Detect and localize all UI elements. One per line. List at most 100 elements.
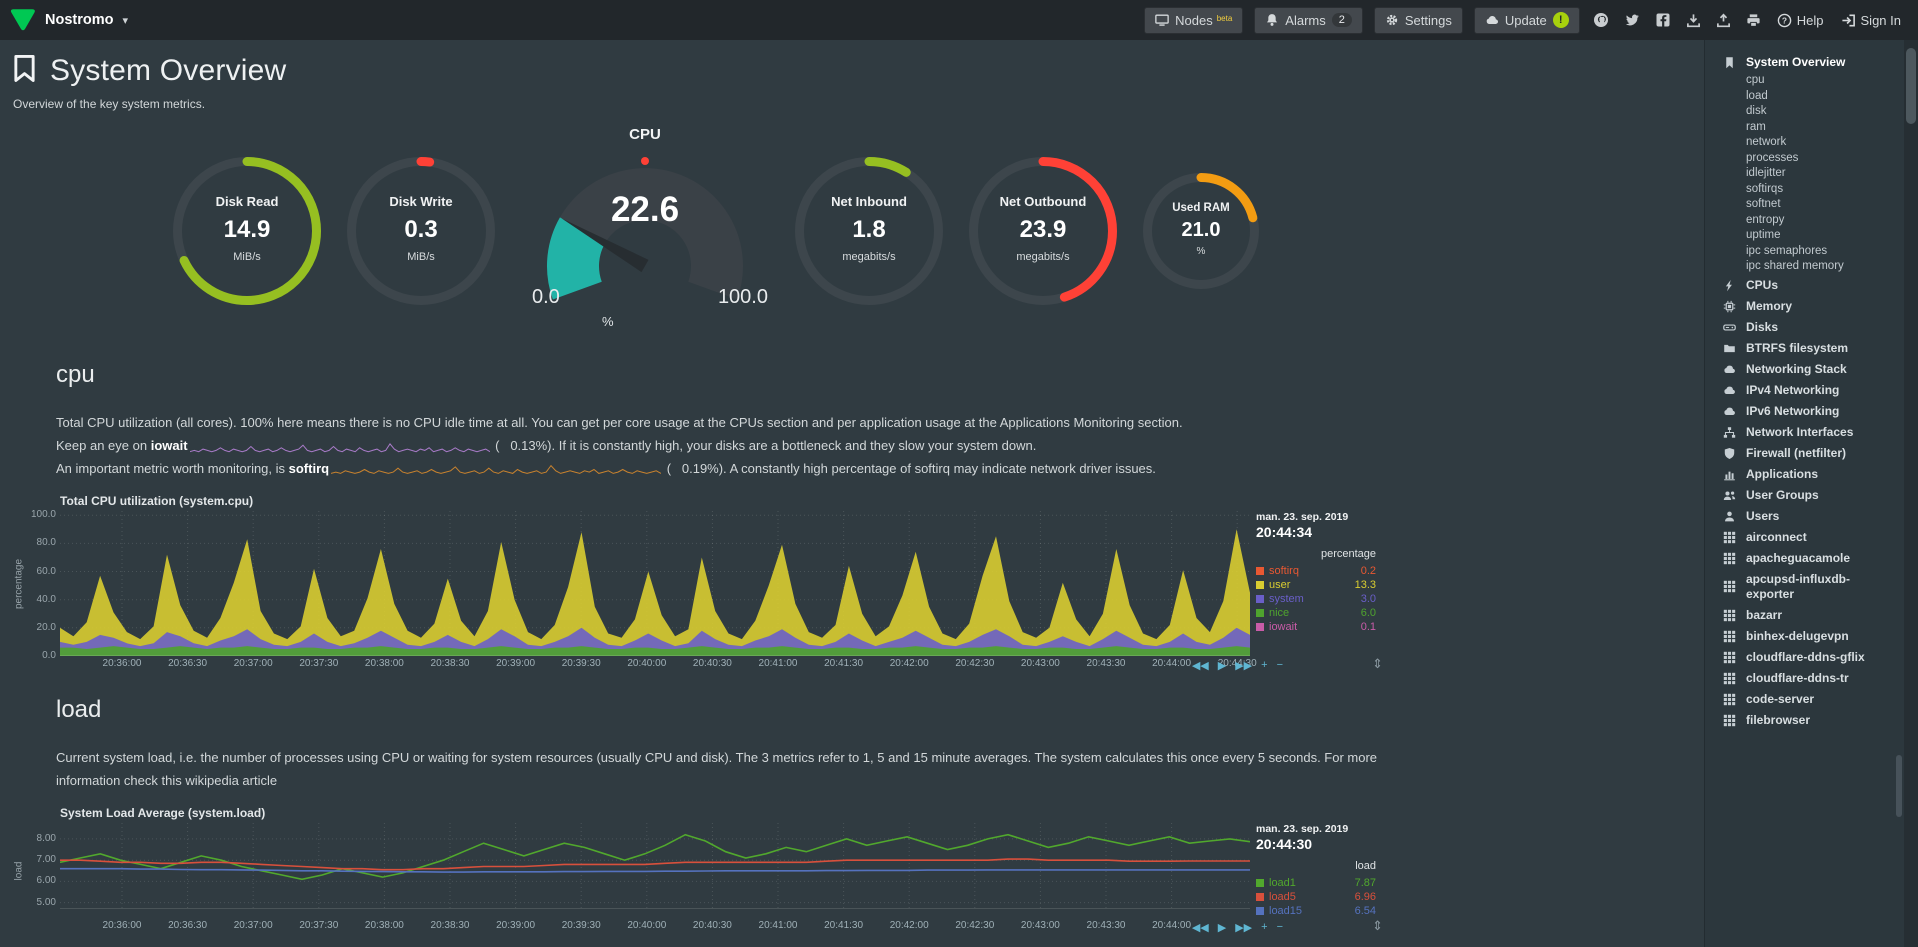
sidebar-item-bazarr[interactable]: bazarr [1705, 605, 1904, 626]
legend-item-load5[interactable]: load5 6.96 [1256, 890, 1376, 904]
zoom-in-button[interactable]: + [1261, 659, 1268, 671]
sidebar-item-networking-stack[interactable]: Networking Stack [1705, 359, 1904, 380]
upload-icon[interactable] [1714, 12, 1733, 28]
x-tick-label: 20:42:30 [955, 920, 995, 931]
help-button[interactable]: ? Help [1774, 13, 1827, 28]
legend-item-softirq[interactable]: softirq 0.2 [1256, 564, 1376, 578]
sidebar-subitem-network[interactable]: network [1746, 136, 1787, 148]
sidebar-subitem-load[interactable]: load [1746, 89, 1768, 102]
sidebar-item-applications[interactable]: Applications [1705, 464, 1904, 485]
node-selector[interactable]: Nostromo ▾ [10, 7, 128, 33]
sidebar-subitem-ipc-semaphores[interactable]: ipc semaphores [1746, 244, 1828, 257]
sidebar-item-memory[interactable]: Memory [1705, 296, 1904, 317]
legend-item-nice[interactable]: nice 6.0 [1256, 606, 1376, 620]
sidebar-item-user-groups[interactable]: User Groups [1705, 485, 1904, 506]
pan-backward-button[interactable]: ◀◀ [1191, 660, 1209, 672]
sidebar-item-disks[interactable]: Disks [1705, 317, 1904, 338]
sidebar-item-apcupsd-influxdb-exporter[interactable]: apcupsd-influxdb-exporter [1705, 569, 1904, 605]
sidebar-item-code-server[interactable]: code-server [1705, 689, 1904, 710]
sidebar-subitem-uptime[interactable]: uptime [1746, 229, 1781, 241]
resize-handle[interactable]: ⇕ [1372, 918, 1383, 933]
window-scrollbar[interactable] [1904, 40, 1918, 947]
sidebar-item-label: BTRFS filesystem [1746, 340, 1849, 355]
y-tick-label: 8.00 [36, 832, 56, 844]
alarms-button[interactable]: Alarms 2 [1254, 6, 1363, 34]
sidebar-item-system-overview[interactable]: System Overview [1705, 52, 1904, 73]
resize-handle[interactable]: ⇕ [1372, 656, 1383, 671]
sidebar-subitem-cpu[interactable]: cpu [1746, 74, 1765, 86]
sidebar-subitem-ram[interactable]: ram [1746, 120, 1766, 133]
facebook-icon[interactable] [1653, 12, 1673, 28]
x-tick-label: 20:44:00 [1152, 920, 1192, 931]
sidebar-item-airconnect[interactable]: airconnect [1705, 527, 1904, 548]
zoom-out-button[interactable]: − [1276, 921, 1283, 933]
gauge-disk-write[interactable]: Disk Write 0.3 MiB/s [346, 156, 496, 306]
sidebar-item-btrfs-filesystem[interactable]: BTRFS filesystem [1705, 338, 1904, 359]
gauge-max: 100.0 [717, 286, 768, 308]
window-scrollbar-thumb[interactable] [1906, 48, 1916, 124]
wikipedia-link[interactable]: wikipedia article [185, 773, 278, 788]
sidebar-item-cloudflare-ddns-tr[interactable]: cloudflare-ddns-tr [1705, 668, 1904, 689]
sidebar-item-ipv4-networking[interactable]: IPv4 Networking [1705, 380, 1904, 401]
github-icon[interactable] [1591, 12, 1611, 28]
netdata-logo-icon [10, 7, 36, 33]
legend-item-iowait[interactable]: iowait 0.1 [1256, 620, 1376, 634]
legend-series-name: softirq [1269, 565, 1299, 577]
section-heading-load: load [56, 696, 102, 723]
nodes-button[interactable]: Nodes beta [1144, 6, 1244, 34]
twitter-icon[interactable] [1622, 12, 1642, 28]
legend-series-name: system [1269, 593, 1304, 605]
legend-item-load15[interactable]: load15 6.54 [1256, 904, 1376, 918]
x-tick-label: 20:39:30 [561, 920, 601, 931]
sidebar-subitem-entropy[interactable]: entropy [1746, 213, 1785, 226]
legend-item-system[interactable]: system 3.0 [1256, 592, 1376, 606]
sidebar-item-filebrowser[interactable]: filebrowser [1705, 710, 1904, 731]
gauge-cpu[interactable]: CPU 22.6 0.0 100.0% [520, 126, 770, 336]
sidebar-subitem-processes[interactable]: processes [1746, 151, 1799, 164]
system-load-chart[interactable]: System Load Average (system.load) load 5.0… [12, 806, 1387, 934]
legend-item-load1[interactable]: load1 7.87 [1256, 876, 1376, 890]
sidebar-subitem-softnet[interactable]: softnet [1746, 198, 1781, 210]
gauge-net-outbound[interactable]: Net Outbound 23.9 megabits/s [968, 156, 1118, 306]
sidebar-item-cpus[interactable]: CPUs [1705, 275, 1904, 296]
sidebar-scrollbar-thumb[interactable] [1896, 755, 1902, 817]
sidebar-item-users[interactable]: Users [1705, 506, 1904, 527]
legend-swatch [1256, 879, 1264, 887]
chart-plot-area[interactable] [59, 823, 1251, 910]
gauge-disk-read[interactable]: Disk Read 14.9 MiB/s [172, 156, 322, 306]
signin-button[interactable]: Sign In [1838, 13, 1904, 28]
x-tick-label: 20:40:00 [627, 920, 667, 931]
signin-icon [1841, 13, 1856, 28]
sidebar-subitem-ipc-shared-memory[interactable]: ipc shared memory [1746, 260, 1844, 272]
gauge-used-ram[interactable]: Used RAM 21.0% [1142, 172, 1260, 290]
sidebar-item-label: apcupsd-influxdb-exporter [1746, 571, 1850, 601]
sidebar-item-apacheguacamole[interactable]: apacheguacamole [1705, 548, 1904, 569]
x-tick-label: 20:37:00 [233, 658, 273, 669]
bolt-icon [1723, 279, 1738, 292]
sidebar-item-cloudflare-ddns-gflix[interactable]: cloudflare-ddns-gflix [1705, 647, 1904, 668]
gauge-net-inbound[interactable]: Net Inbound 1.8 megabits/s [794, 156, 944, 306]
sidebar-subitem-softirqs[interactable]: softirqs [1746, 182, 1784, 195]
download-icon[interactable] [1684, 13, 1703, 28]
legend-time: 20:44:30 [1256, 836, 1313, 852]
pan-forward-button[interactable]: ▶▶ [1235, 922, 1253, 934]
cpu-utilization-chart[interactable]: Total CPU utilization (system.cpu) percen… [12, 494, 1387, 672]
sidebar-item-network-interfaces[interactable]: Network Interfaces [1705, 422, 1904, 443]
settings-button[interactable]: Settings [1373, 6, 1463, 34]
update-button[interactable]: Update ! [1473, 6, 1580, 34]
pan-forward-button[interactable]: ▶▶ [1235, 660, 1253, 672]
sidebar-subitem-idlejitter[interactable]: idlejitter [1746, 167, 1786, 179]
sidebar-subitem-disk[interactable]: disk [1746, 105, 1767, 117]
play-button[interactable]: ▶ [1217, 922, 1227, 934]
print-icon[interactable] [1744, 13, 1763, 28]
play-button[interactable]: ▶ [1217, 660, 1227, 672]
sidebar-item-binhex-delugevpn[interactable]: binhex-delugevpn [1705, 626, 1904, 647]
sidebar-item-ipv6-networking[interactable]: IPv6 Networking [1705, 401, 1904, 422]
legend-series-value: 6.96 [1354, 891, 1376, 903]
legend-item-user[interactable]: user 13.3 [1256, 578, 1376, 592]
chart-plot-area[interactable] [60, 511, 1250, 657]
pan-backward-button[interactable]: ◀◀ [1191, 922, 1209, 934]
zoom-in-button[interactable]: + [1261, 921, 1268, 933]
sidebar-item-firewall-netfilter[interactable]: Firewall (netfilter) [1705, 443, 1904, 464]
zoom-out-button[interactable]: − [1276, 659, 1283, 671]
